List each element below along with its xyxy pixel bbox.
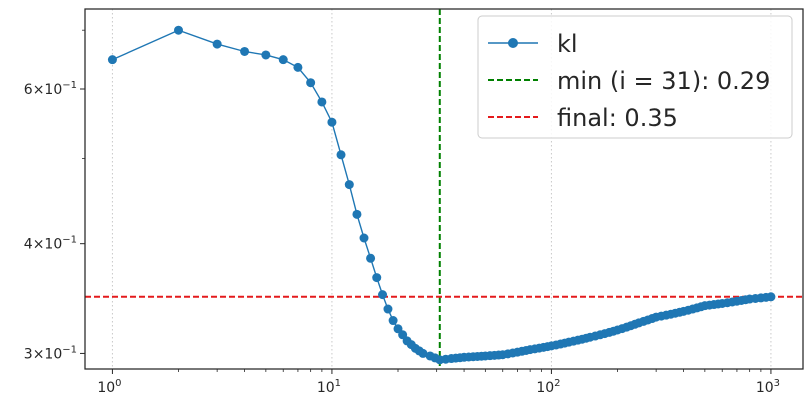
data-point	[388, 316, 398, 326]
data-point	[352, 209, 362, 219]
legend-label-2: final: 0.35	[557, 104, 678, 132]
legend-marker-kl	[508, 38, 518, 48]
data-point	[107, 55, 117, 65]
plot-frame	[84, 8, 804, 370]
data-point	[406, 340, 416, 350]
data-point	[455, 353, 465, 363]
series-layer	[107, 25, 776, 365]
axes-layer: 100 101 102 103 3×10−1 4×10−1 6×10−1	[24, 8, 804, 396]
data-point	[521, 345, 531, 355]
data-point	[366, 253, 376, 263]
legend-label-1: min (i = 31): 0.29	[557, 67, 770, 95]
data-point	[741, 295, 751, 305]
data-point	[713, 299, 723, 309]
y-tick-label: 6×10−1	[24, 80, 77, 98]
data-point	[414, 346, 424, 356]
data-point	[359, 233, 369, 243]
data-point	[581, 333, 591, 343]
data-point	[608, 326, 618, 336]
data-point	[378, 290, 388, 300]
data-point	[344, 180, 354, 190]
x-tick-label: 101	[317, 378, 341, 396]
data-point	[543, 342, 553, 352]
x-tick-label: 100	[97, 378, 121, 396]
data-point	[372, 273, 382, 283]
data-point	[430, 353, 440, 363]
data-point	[327, 117, 337, 127]
legend: kl min (i = 31): 0.29 final: 0.35	[477, 15, 793, 139]
data-point	[278, 55, 288, 65]
data-point	[174, 25, 183, 35]
data-point	[750, 293, 760, 303]
data-point	[476, 351, 486, 361]
data-point	[261, 50, 271, 60]
data-point	[212, 39, 222, 49]
legend-box	[477, 15, 793, 139]
reference-lines	[85, 9, 803, 369]
data-point	[647, 314, 657, 324]
data-point	[560, 338, 570, 348]
data-point	[317, 97, 327, 107]
data-point	[761, 292, 771, 302]
data-point	[727, 297, 737, 307]
data-point	[293, 62, 303, 72]
y-tick-label: 3×10−1	[24, 344, 77, 362]
data-point	[675, 307, 685, 317]
data-point	[630, 319, 640, 329]
data-point	[383, 304, 393, 314]
data-point	[240, 46, 250, 56]
legend-entries: kl min (i = 31): 0.29 final: 0.35	[488, 30, 770, 132]
data-point	[398, 330, 408, 340]
x-tick-label: 102	[536, 378, 560, 396]
data-point	[336, 150, 346, 160]
data-point	[494, 350, 504, 360]
data-point	[508, 348, 518, 358]
y-tick-label: 4×10−1	[24, 235, 77, 253]
legend-label-0: kl	[557, 30, 578, 58]
data-point	[306, 78, 316, 88]
data-point	[696, 302, 706, 312]
x-tick-label: 103	[756, 378, 780, 396]
data-point	[441, 354, 451, 364]
